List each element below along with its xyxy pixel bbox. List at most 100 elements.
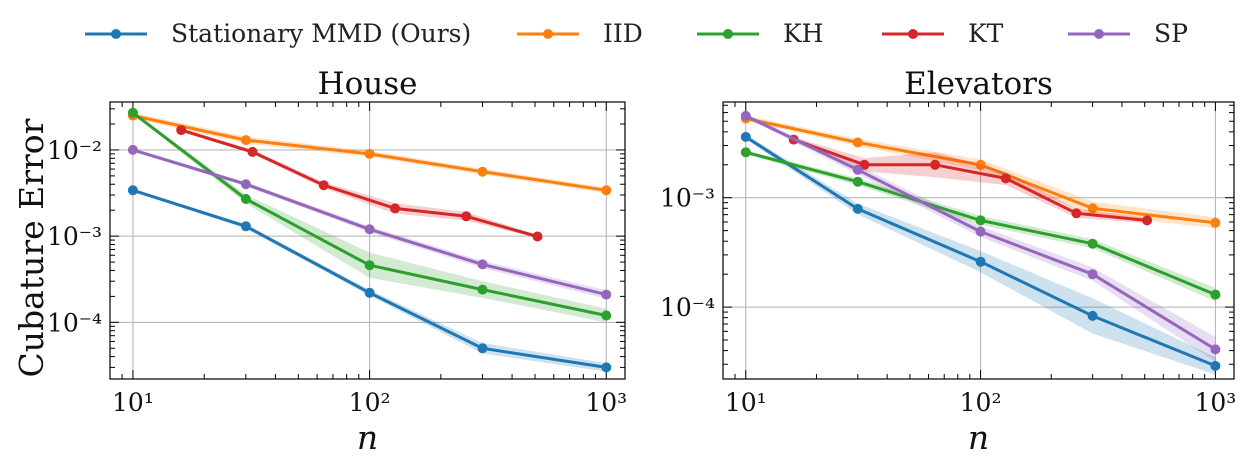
data-point [975,159,986,170]
series-line [180,128,538,238]
data-point [461,211,472,222]
data-point [975,226,986,237]
y-tick-label: 10⁻³ [47,222,102,251]
y-tick-label: 10⁻³ [660,184,715,213]
data-point [240,221,251,232]
data-point [477,166,488,177]
data-point [477,284,488,295]
data-point [318,180,329,191]
data-point [247,146,258,157]
series-sp [127,144,612,300]
series-line [793,138,1148,222]
data-point [1087,203,1098,214]
data-point [477,343,488,354]
legend-label: SP [1154,19,1188,48]
data-point [1000,173,1011,184]
panel-house: House 10¹ 10² 10³ 10⁻² 10⁻³ 10⁻⁴ n [47,66,627,457]
data-point [364,260,375,271]
x-tick-label: 10¹ [725,388,767,417]
data-point [532,231,543,242]
x-axis-label: n [357,418,378,457]
legend-label: IID [603,19,643,48]
data-point [975,256,986,267]
data-point [1087,310,1098,321]
x-tick-label: 10¹ [112,388,154,417]
data-point [601,289,612,300]
x-tick-label: 10² [960,388,1002,417]
legend-marker [908,29,918,39]
data-point [852,176,863,187]
legend-label: KH [783,19,823,48]
legend-entry-kt: KT [882,19,1004,48]
y-tick-label: 10⁻⁴ [660,293,715,322]
data-point [852,137,863,148]
data-point [240,135,251,146]
legend-entry-stationary-mmd-ours: Stationary MMD (Ours) [85,19,471,48]
ticks [109,102,625,379]
data-point [852,164,863,175]
legend-entry-iid: IID [517,19,643,48]
legend-label: KT [968,19,1004,48]
error-band [745,114,1216,362]
data-point [1210,289,1221,300]
data-point [601,310,612,321]
y-tick-label: 10⁻⁴ [47,308,102,337]
data-point [1210,360,1221,371]
data-point [390,203,400,214]
legend-marker [543,29,553,39]
data-point [601,362,612,373]
data-point [127,144,138,155]
legend-entry-sp: SP [1068,19,1188,48]
data-point [740,131,751,142]
data-point [127,185,138,196]
legend-label: Stationary MMD (Ours) [171,19,471,48]
series-sp [740,110,1221,362]
panel-elevators: Elevators 10¹ 10² 10³ 10⁻³ 10⁻⁴ n [660,66,1236,457]
data-point [240,179,251,190]
data-point [740,110,751,121]
data-point [477,259,488,270]
data-point [240,194,251,204]
series-stationary-mmd-ours [740,131,1221,375]
series-kh [740,147,1221,302]
x-axis-label: n [968,418,989,457]
data-point [930,159,941,170]
data-point [364,224,375,235]
grid [110,102,625,379]
legend: Stationary MMD (Ours) IID KH KT SP [85,19,1188,48]
y-tick-label: 10⁻² [47,136,102,165]
error-band [132,111,607,323]
panel-title: House [318,66,418,102]
legend-marker [1094,29,1104,39]
ticks [722,102,1234,379]
grid [723,102,1234,379]
legend-marker [111,29,121,39]
series-iid [127,110,612,196]
error-band [793,137,1148,224]
error-band [132,188,607,372]
plot-frame [722,101,1235,380]
legend-entry-kh: KH [697,19,823,48]
x-tick-label: 10³ [585,388,627,417]
x-tick-label: 10³ [1194,388,1236,417]
series-kt [176,125,543,242]
error-band [181,128,538,238]
series-stationary-mmd-ours [127,185,612,373]
data-point [1087,238,1098,249]
series-kt [788,134,1153,226]
data-point [364,287,375,298]
legend-marker [723,29,733,39]
data-point [364,148,375,159]
data-point [852,203,863,214]
data-point [176,125,187,136]
data-point [740,147,751,158]
data-point [975,215,986,226]
data-point [1087,269,1098,280]
data-point [1210,344,1221,355]
error-band [745,134,1216,375]
x-tick-label: 10² [349,388,391,417]
y-axis-label: Cubature Error [12,118,51,377]
plot-frame [109,101,626,380]
data-point [127,107,138,118]
